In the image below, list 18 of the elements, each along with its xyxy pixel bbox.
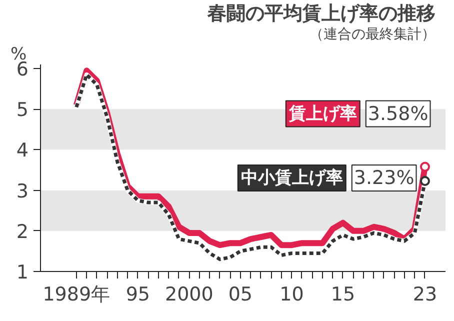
data-label: 3.58% bbox=[368, 102, 428, 125]
y-tick-label: 2 bbox=[16, 220, 29, 243]
x-tick-label: 2000 bbox=[164, 284, 214, 306]
y-tick-label: 4 bbox=[16, 140, 29, 162]
text: 中小賃上げ率 bbox=[240, 168, 343, 188]
x-tick-label: 23 bbox=[412, 284, 438, 306]
x-tick-label: 10 bbox=[280, 284, 304, 306]
text: 賃上げ率 bbox=[288, 104, 357, 124]
x-tick-label: 1989年 bbox=[42, 284, 110, 306]
data-label: 3.23% bbox=[354, 166, 414, 189]
x-tick-label: 95 bbox=[126, 284, 150, 306]
chart-subtitle: （連合の最終集計） bbox=[310, 26, 436, 42]
y-tick-label: 5 bbox=[16, 99, 29, 122]
y-tick-label: 1 bbox=[16, 262, 29, 284]
x-tick-label: 05 bbox=[228, 284, 253, 306]
chart-title: 春闘の平均賃上げ率の推移 bbox=[206, 2, 436, 24]
y-tick-label: 3 bbox=[16, 180, 29, 202]
x-tick-label: 15 bbox=[330, 284, 356, 306]
